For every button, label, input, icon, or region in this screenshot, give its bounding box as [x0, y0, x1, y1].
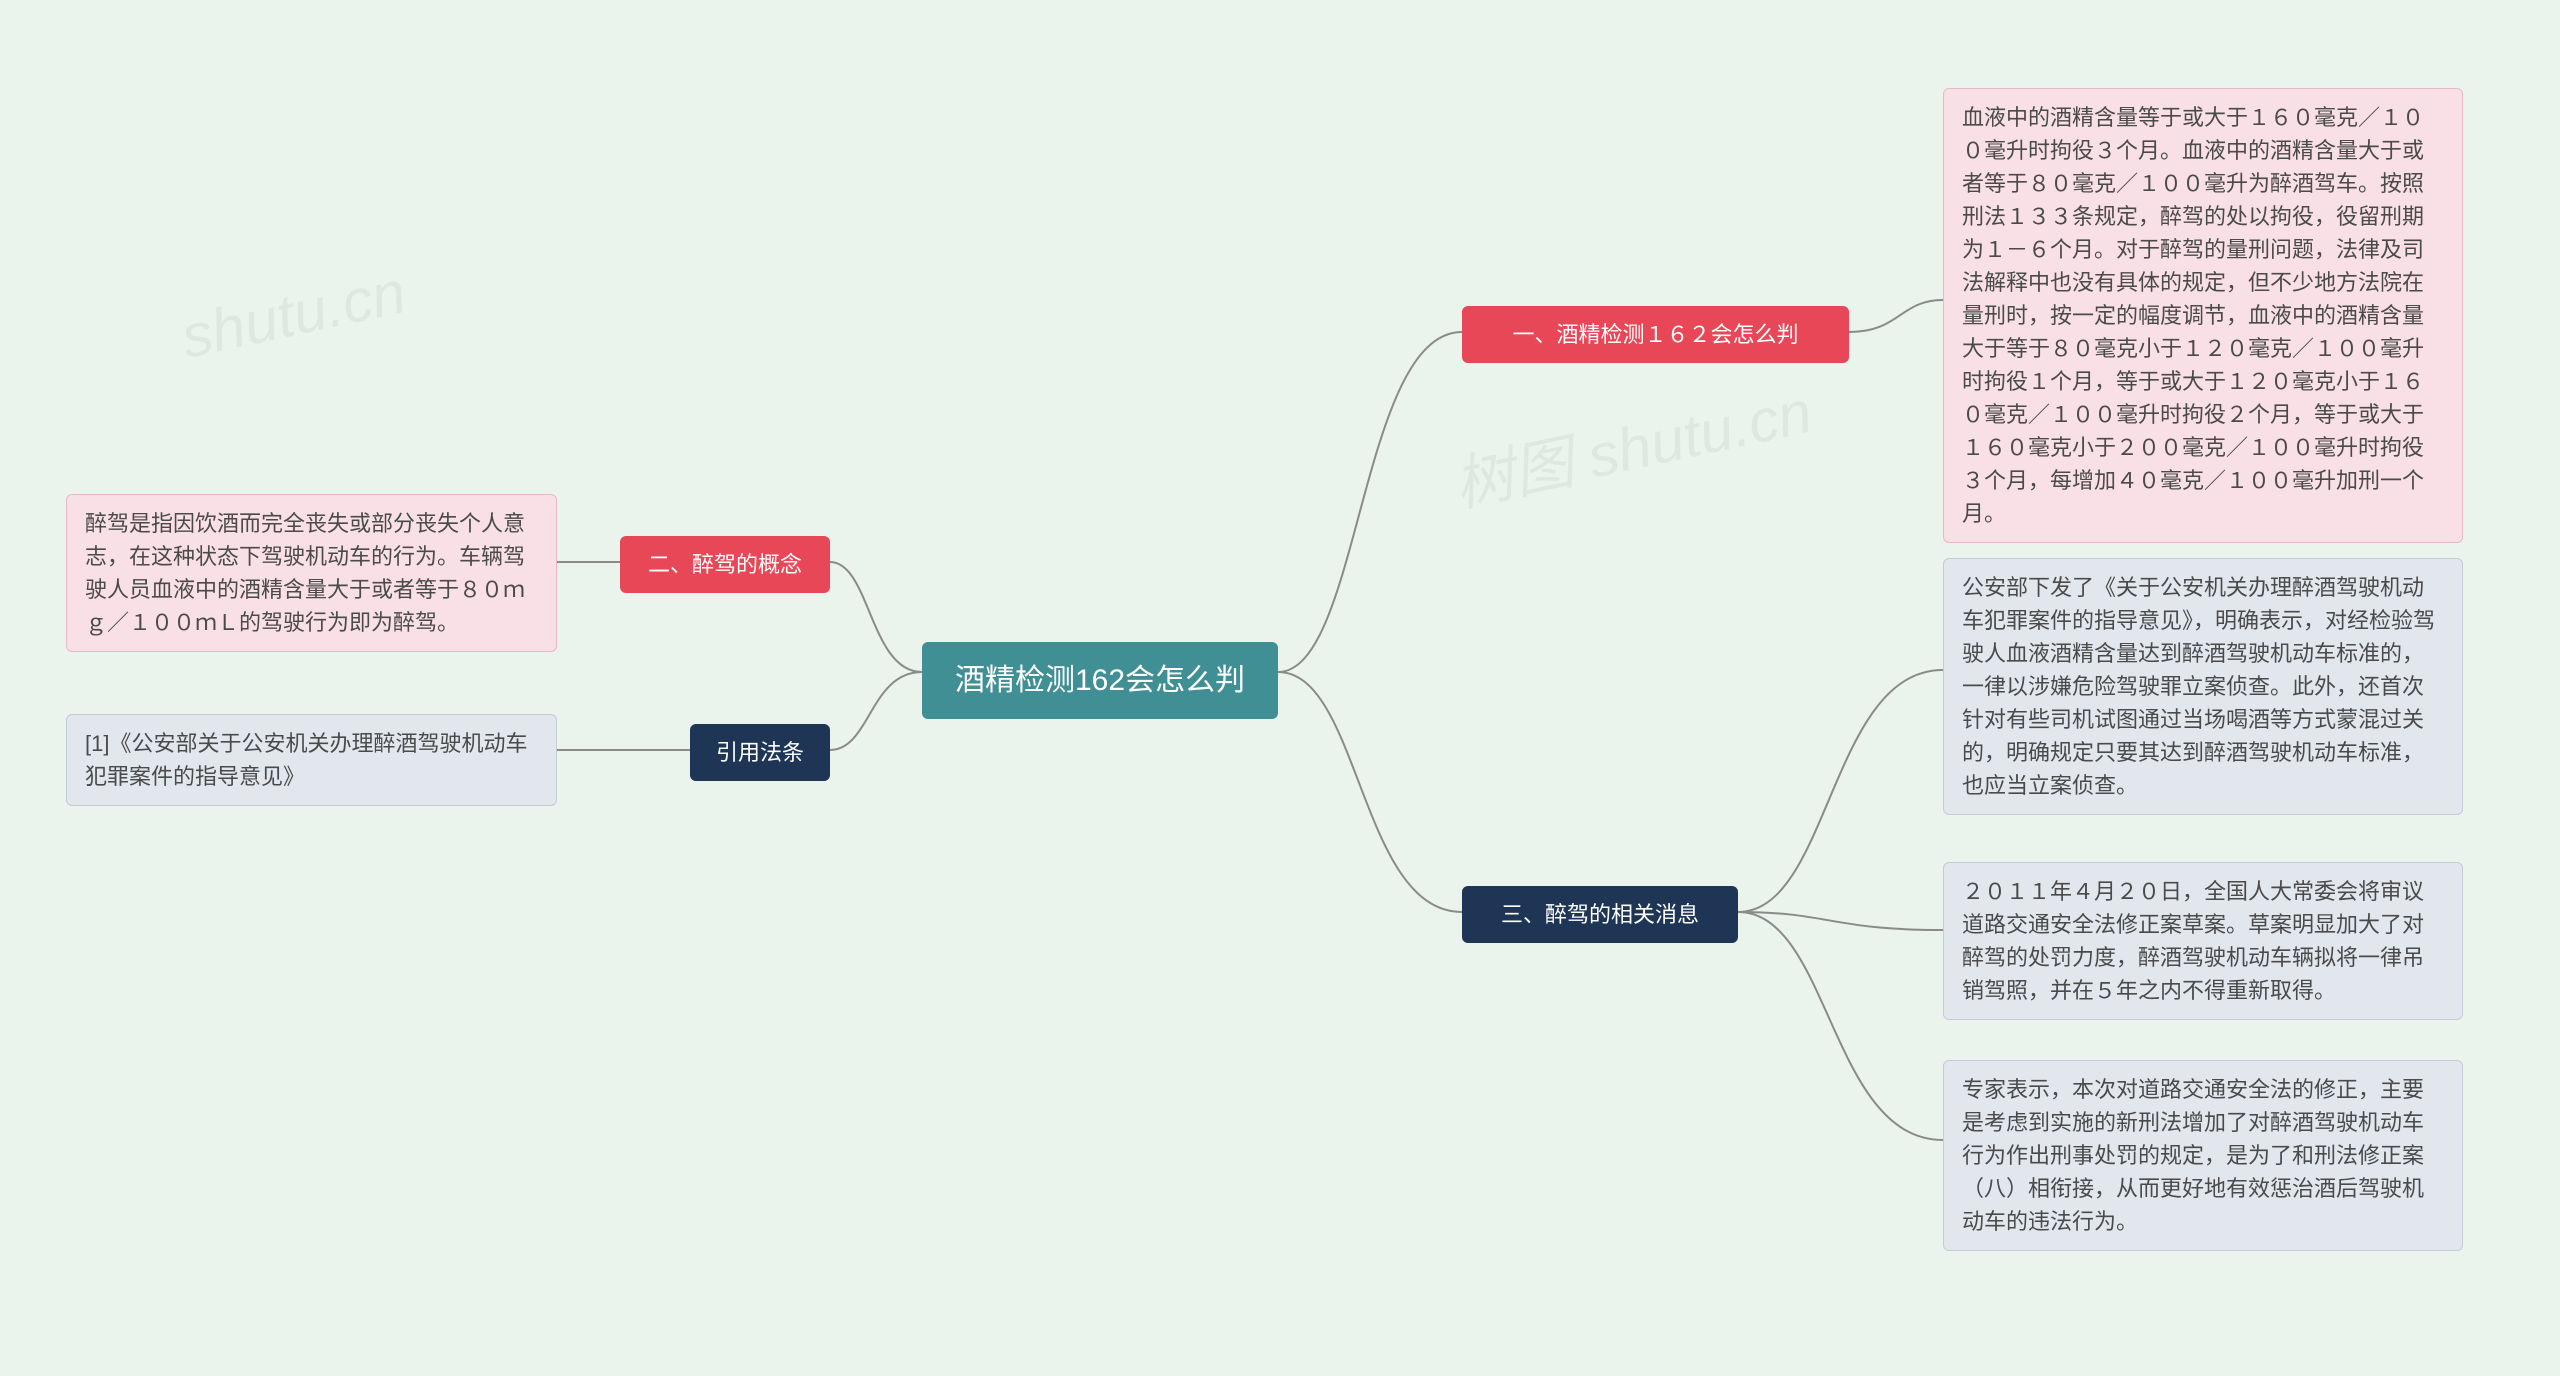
leaf-node-1: 血液中的酒精含量等于或大于１６０毫克／１００毫升时拘役３个月。血液中的酒精含量大… [1943, 88, 2463, 543]
watermark: 树图 shutu.cn [1445, 363, 1819, 524]
branch-node-1[interactable]: 一、酒精检测１６２会怎么判 [1462, 306, 1849, 363]
leaf-node-3b: ２０１１年４月２０日，全国人大常委会将审议道路交通安全法修正案草案。草案明显加大… [1943, 862, 2463, 1020]
branch-node-3[interactable]: 三、醉驾的相关消息 [1462, 886, 1738, 943]
watermark: shutu.cn [175, 257, 411, 372]
leaf-node-3c: 专家表示，本次对道路交通安全法的修正，主要是考虑到实施的新刑法增加了对醉酒驾驶机… [1943, 1060, 2463, 1251]
leaf-node-2: 醉驾是指因饮酒而完全丧失或部分丧失个人意志，在这种状态下驾驶机动车的行为。车辆驾… [66, 494, 557, 652]
center-node[interactable]: 酒精检测162会怎么判 [922, 642, 1278, 719]
branch-node-ref[interactable]: 引用法条 [690, 724, 830, 781]
leaf-node-ref: [1]《公安部关于公安机关办理醉酒驾驶机动车犯罪案件的指导意见》 [66, 714, 557, 806]
branch-node-2[interactable]: 二、醉驾的概念 [620, 536, 830, 593]
leaf-node-3a: 公安部下发了《关于公安机关办理醉酒驾驶机动车犯罪案件的指导意见》，明确表示，对经… [1943, 558, 2463, 815]
